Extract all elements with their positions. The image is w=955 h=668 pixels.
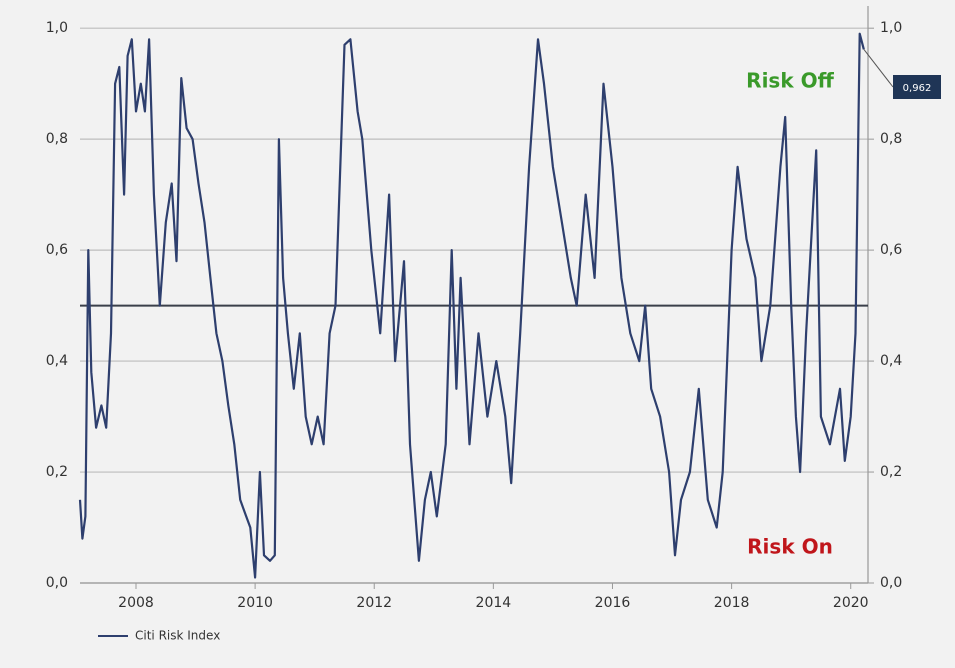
annotation: Risk On bbox=[747, 535, 833, 559]
x-tick-label: 2016 bbox=[595, 595, 631, 611]
x-tick-label: 2008 bbox=[118, 595, 154, 611]
y-tick-label: 0,2 bbox=[46, 464, 68, 480]
y-tick-label: 0,8 bbox=[46, 131, 68, 147]
x-tick-label: 2010 bbox=[237, 595, 273, 611]
callout-label: 0,962 bbox=[903, 83, 932, 94]
y2-tick-label: 0,0 bbox=[880, 575, 902, 591]
x-tick-label: 2018 bbox=[714, 595, 750, 611]
y2-tick-label: 0,2 bbox=[880, 464, 902, 480]
x-tick-label: 2014 bbox=[476, 595, 512, 611]
y-tick-label: 0,6 bbox=[46, 242, 68, 258]
y2-tick-label: 1,0 bbox=[880, 20, 902, 36]
y2-tick-label: 0,8 bbox=[880, 131, 902, 147]
legend-label: Citi Risk Index bbox=[135, 629, 220, 643]
y-tick-label: 1,0 bbox=[46, 20, 68, 36]
x-tick-label: 2020 bbox=[833, 595, 869, 611]
y2-tick-label: 0,4 bbox=[880, 353, 902, 369]
y-tick-label: 0,0 bbox=[46, 575, 68, 591]
callout-connector bbox=[863, 48, 894, 88]
y-tick-label: 0,4 bbox=[46, 353, 68, 369]
x-tick-label: 2012 bbox=[356, 595, 392, 611]
series-line bbox=[78, 32, 865, 579]
annotation: Risk Off bbox=[746, 69, 834, 93]
callout-box bbox=[893, 75, 941, 99]
y2-tick-label: 0,6 bbox=[880, 242, 902, 258]
